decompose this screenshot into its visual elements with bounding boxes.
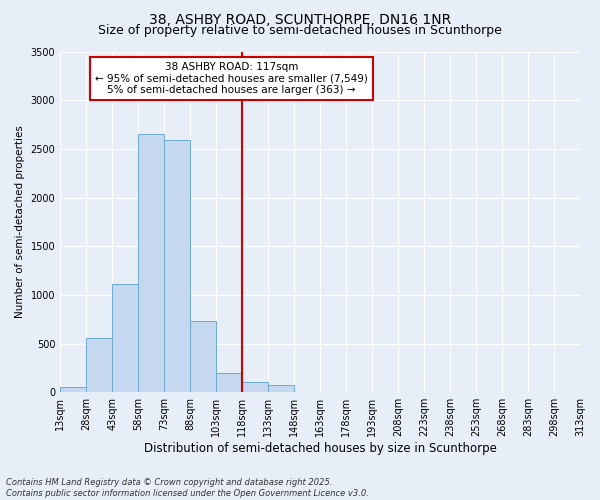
Bar: [242, 382, 268, 392]
Bar: [112, 284, 138, 392]
Text: 38 ASHBY ROAD: 117sqm
← 95% of semi-detached houses are smaller (7,549)
5% of se: 38 ASHBY ROAD: 117sqm ← 95% of semi-deta…: [95, 62, 368, 95]
Y-axis label: Number of semi-detached properties: Number of semi-detached properties: [15, 126, 25, 318]
Bar: [61, 388, 86, 392]
Bar: [268, 386, 294, 392]
Bar: [86, 338, 112, 392]
X-axis label: Distribution of semi-detached houses by size in Scunthorpe: Distribution of semi-detached houses by …: [143, 442, 497, 455]
Bar: [164, 140, 190, 392]
Bar: [217, 372, 242, 392]
Text: Contains HM Land Registry data © Crown copyright and database right 2025.
Contai: Contains HM Land Registry data © Crown c…: [6, 478, 369, 498]
Bar: [139, 134, 164, 392]
Text: 38, ASHBY ROAD, SCUNTHORPE, DN16 1NR: 38, ASHBY ROAD, SCUNTHORPE, DN16 1NR: [149, 12, 451, 26]
Bar: [190, 321, 216, 392]
Text: Size of property relative to semi-detached houses in Scunthorpe: Size of property relative to semi-detach…: [98, 24, 502, 37]
